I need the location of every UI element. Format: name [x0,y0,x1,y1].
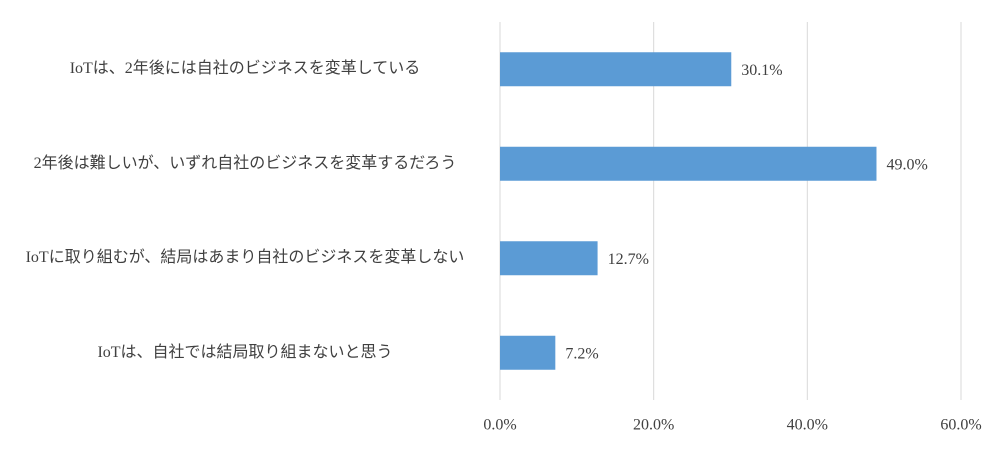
category-label: IoTに取り組むが、結局はあまり自社のビジネスを変革しない [25,249,465,267]
category-label: IoTは、2年後には自社のビジネスを変革している [69,60,421,78]
x-tick-label: 0.0% [483,417,516,434]
x-tick-label: 20.0% [633,417,674,434]
value-label: 30.1% [741,62,782,79]
value-label: 7.2% [565,345,598,362]
value-label: 12.7% [608,251,649,268]
x-tick-label: 40.0% [787,417,828,434]
category-label: IoTは、自社では結局取り組まないと思う [97,343,393,361]
category-label: 2年後は難しいが、いずれ自社のビジネスを変革するだろう [33,154,457,172]
value-label: 49.0% [886,156,927,173]
bar [500,146,877,181]
bar [500,52,732,87]
bar [500,335,556,370]
x-tick-label: 60.0% [940,417,981,434]
bar [500,241,598,276]
